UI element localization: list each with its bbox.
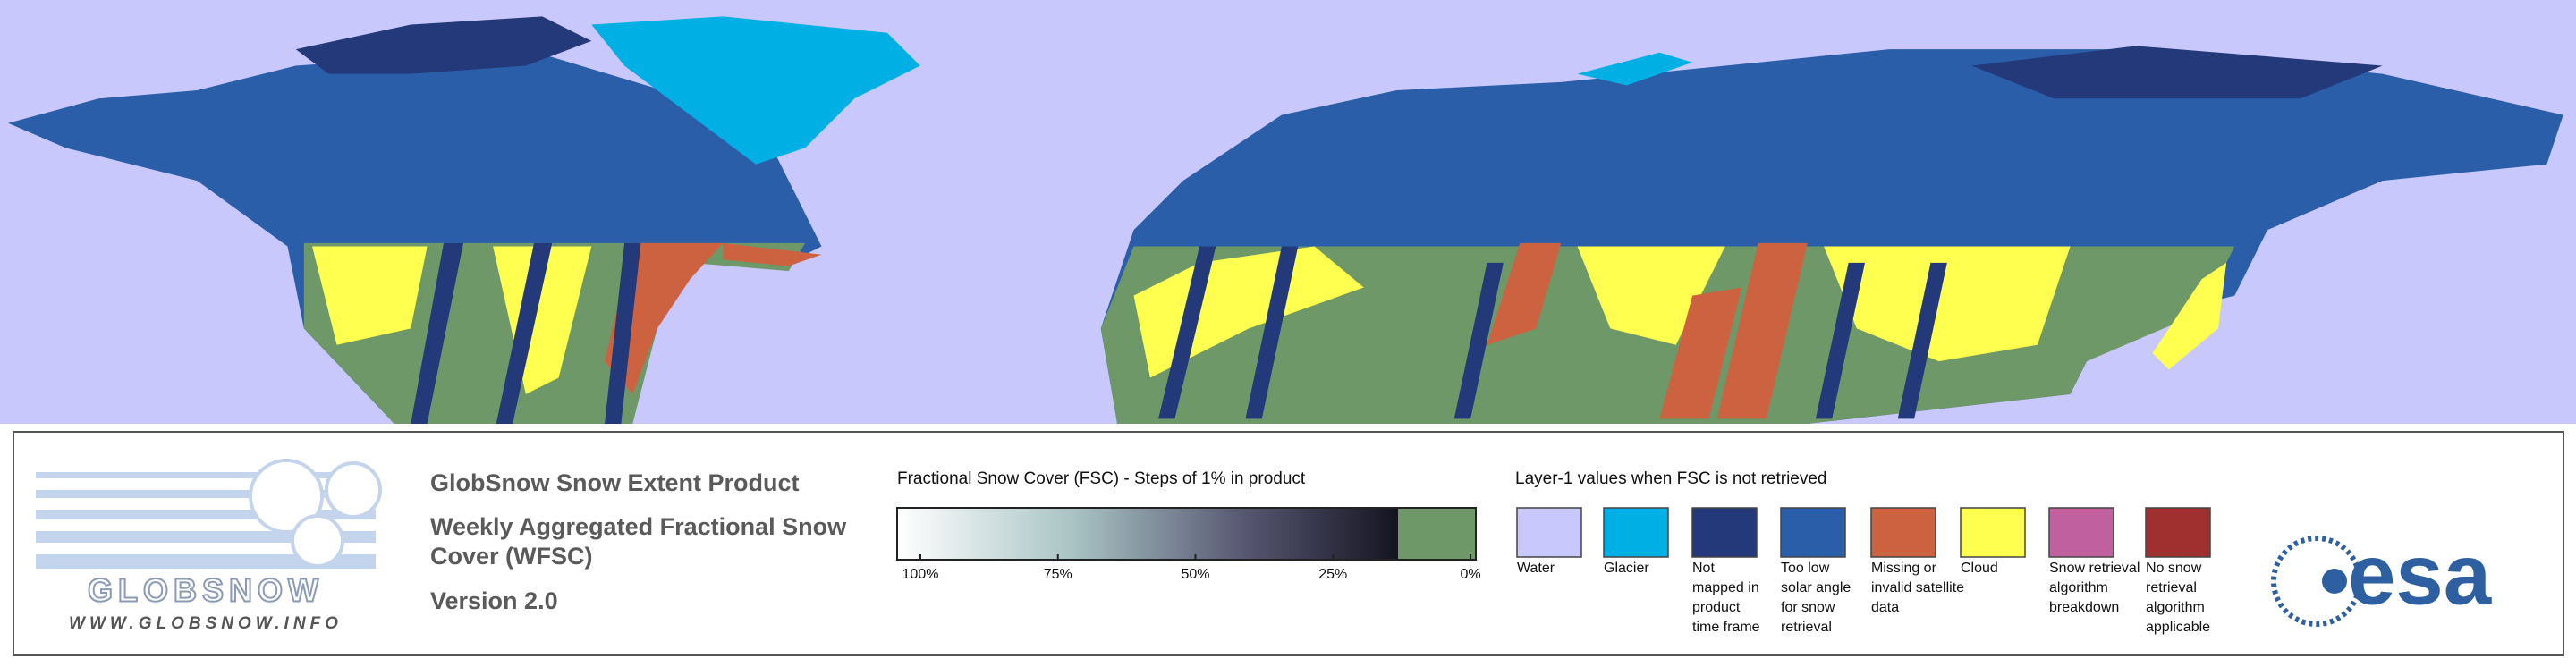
layer1-title: Layer-1 values when FSC is not retrieved — [1515, 469, 1827, 488]
legend-label: No snow — [2146, 561, 2202, 576]
legend-swatch — [1780, 507, 1846, 558]
greenland — [591, 16, 920, 165]
missing — [723, 242, 822, 266]
legend-swatch — [2048, 507, 2114, 558]
svalbard — [1577, 52, 1693, 86]
stripe — [1158, 246, 1216, 419]
legend-swatch — [2145, 507, 2211, 558]
agency: esa — [2348, 527, 2492, 622]
map — [0, 0, 2576, 424]
fsc-label: 50% — [1181, 567, 1209, 582]
product-subtitle: Cover (WFSC) — [430, 543, 593, 570]
product-subtitle: Weekly Aggregated Fractional Snow — [430, 513, 847, 540]
logo-url: WWW.GLOBSNOW.INFO — [69, 614, 343, 633]
product-title: GlobSnow Snow Extent Product — [430, 469, 800, 496]
legend-label: breakdown — [2049, 600, 2119, 615]
legend-label: product — [1692, 600, 1741, 615]
legend-label: data — [1871, 600, 1899, 615]
legend-label: retrieval — [1781, 620, 1832, 635]
fsc-zero — [1398, 508, 1476, 560]
legend-label: Cloud — [1961, 561, 1998, 576]
stripe — [1815, 262, 1865, 419]
missing — [1716, 242, 1808, 419]
fsc-gradient — [897, 508, 1398, 560]
missing — [1487, 242, 1562, 345]
esa-emblem — [2271, 536, 2362, 627]
legend-label: time frame — [1692, 620, 1760, 635]
legend-swatch — [1603, 507, 1669, 558]
snowflake — [325, 461, 382, 519]
fsc-title: Fractional Snow Cover (FSC) - Steps of 1… — [897, 469, 1306, 488]
legend-label: Not — [1692, 561, 1715, 576]
stripe — [496, 242, 553, 424]
logo-stripe — [36, 490, 376, 498]
fsc-bar-frame — [896, 507, 1477, 561]
legend-label: for snow — [1781, 600, 1835, 615]
esa-logo: esa — [2271, 527, 2492, 627]
legend-swatch — [1960, 507, 2026, 558]
siberia — [1971, 46, 2383, 99]
legend-swatch — [1516, 507, 1582, 558]
japan — [2152, 262, 2227, 370]
legend-label: solar angle — [1781, 580, 1851, 595]
fsc-label: 0% — [1460, 567, 1480, 582]
snowflake — [249, 459, 324, 534]
logo-stripe — [36, 554, 376, 569]
legend-label: Glacier — [1604, 561, 1649, 576]
legend-label: Water — [1517, 561, 1555, 576]
fsc-label: 25% — [1318, 567, 1347, 582]
stripe — [605, 242, 641, 424]
legend-label: algorithm — [2049, 580, 2108, 595]
stripe — [1897, 262, 1947, 419]
globsnow-logo: GLOBSNOW WWW.GLOBSNOW.INFO — [36, 459, 382, 633]
legend-label: Too low — [1781, 561, 1830, 576]
stripe — [1245, 246, 1299, 419]
esa-emblem — [2322, 569, 2347, 594]
legend-label: retrieval — [2146, 580, 2197, 595]
cloud — [312, 246, 428, 345]
product-version: Version 2.0 — [430, 587, 558, 614]
legend-label: Missing or — [1871, 561, 1937, 576]
missing — [1659, 287, 1742, 419]
fsc-label: 75% — [1044, 567, 1072, 582]
stripe — [1453, 262, 1504, 419]
legend-label: algorithm — [2146, 600, 2205, 615]
legend-swatch — [1870, 507, 1936, 558]
legend-swatch — [1691, 507, 1758, 558]
logo-stripe — [36, 531, 376, 543]
legend-label: applicable — [2146, 620, 2210, 635]
legend-label: invalid satellite — [1871, 580, 1964, 595]
logo-stripe — [36, 510, 376, 519]
logo-stripe — [36, 472, 376, 478]
cloud — [1824, 246, 2071, 362]
arctic-islands — [295, 16, 592, 74]
legend-label: Snow retrieval — [2049, 561, 2140, 576]
logo-name: GLOBSNOW — [88, 572, 324, 609]
stripe — [411, 242, 464, 424]
snowflake — [291, 514, 344, 568]
fsc-label: 100% — [902, 567, 939, 582]
legend-label: mapped in — [1692, 580, 1759, 595]
